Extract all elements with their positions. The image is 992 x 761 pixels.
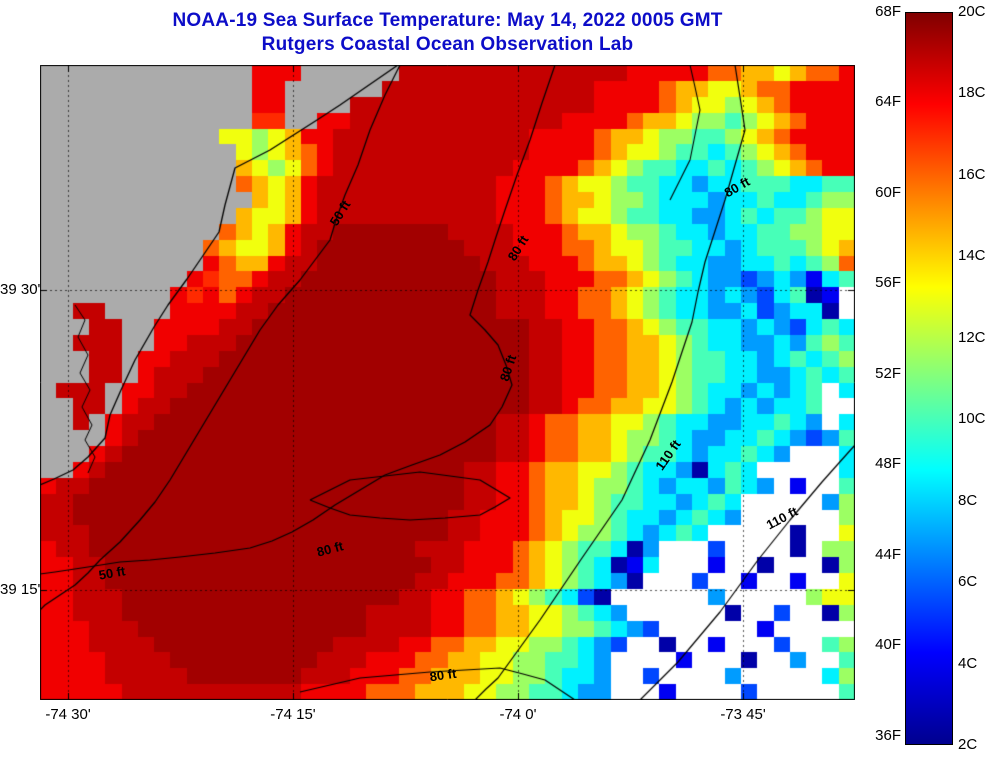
colorbar	[905, 12, 953, 745]
colorbar-c-tick-label: 12C	[958, 328, 986, 346]
colorbar-c-tick-label: 14C	[958, 247, 986, 265]
figure-subtitle: Rutgers Coastal Ocean Observation Lab	[261, 34, 634, 55]
colorbar-f-tick-label: 64F	[875, 93, 901, 111]
colorbar-c-tick-label: 20C	[958, 3, 986, 20]
figure-title: NOAA-19 Sea Surface Temperature: May 14,…	[172, 10, 723, 31]
colorbar-f-tick-label: 48F	[875, 455, 901, 473]
latitude-tick-label: 39 15'	[0, 581, 41, 599]
colorbar-c-tick-label: 2C	[958, 736, 978, 753]
longitude-tick-label: -74 0'	[499, 706, 537, 723]
colorbar-c-tick-label: 10C	[958, 410, 986, 428]
sst-map-canvas	[40, 65, 855, 700]
colorbar-c-tick-label: 6C	[958, 573, 978, 591]
colorbar-f-tick-label: 40F	[875, 636, 901, 654]
sst-map: 50 ft 80 ft 80 ft 80 ft 110 ft 110 ft 80 ft 50 …	[40, 65, 855, 700]
colorbar-f-tick-label: 60F	[875, 183, 901, 201]
latitude-tick-label: 39 30'	[0, 280, 41, 298]
colorbar-c-tick-label: 18C	[958, 84, 986, 102]
longitude-tick-label: -73 45'	[720, 706, 766, 723]
colorbar-c-tick-label: 16C	[958, 165, 986, 183]
colorbar-f-tick-label: 44F	[875, 545, 901, 563]
longitude-tick-label: -74 30'	[45, 706, 91, 723]
colorbar-c-tick-label: 4C	[958, 654, 978, 672]
colorbar-f-tick-label: 68F	[875, 3, 901, 20]
longitude-tick-label: -74 15'	[270, 706, 316, 723]
colorbar-f-tick-label: 56F	[875, 274, 901, 292]
colorbar-c-tick-label: 8C	[958, 491, 978, 509]
colorbar-f-tick-label: 52F	[875, 364, 901, 382]
colorbar-f-tick-label: 36F	[875, 726, 901, 744]
